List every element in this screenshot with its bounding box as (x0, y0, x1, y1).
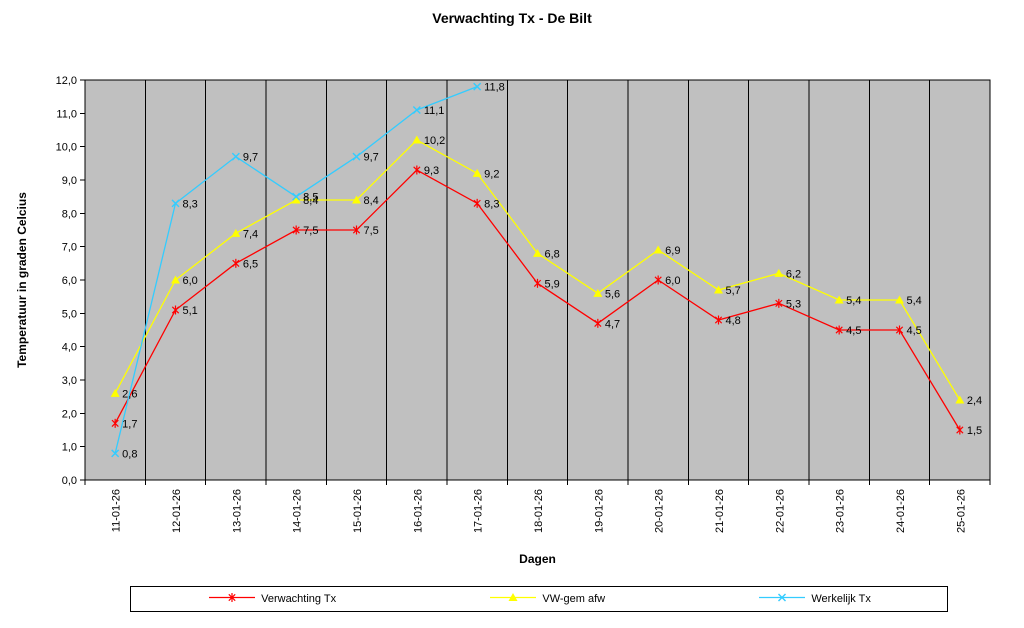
svg-text:4,0: 4,0 (62, 342, 77, 354)
svg-text:6,9: 6,9 (665, 245, 680, 257)
svg-text:6,0: 6,0 (665, 275, 680, 287)
svg-text:8,0: 8,0 (62, 208, 77, 220)
svg-text:2,0: 2,0 (62, 408, 77, 420)
svg-text:0,0: 0,0 (62, 475, 77, 487)
svg-text:9,2: 9,2 (484, 168, 499, 180)
line-triangle-marker-icon (488, 591, 538, 607)
svg-text:14-01-26: 14-01-26 (292, 489, 304, 533)
svg-text:5,4: 5,4 (846, 295, 861, 307)
svg-text:8,4: 8,4 (364, 195, 379, 207)
svg-text:25-01-26: 25-01-26 (955, 489, 967, 533)
svg-text:10,0: 10,0 (56, 142, 77, 154)
svg-text:24-01-26: 24-01-26 (895, 489, 907, 533)
legend-label: VW-gem afw (542, 593, 606, 605)
svg-text:7,0: 7,0 (62, 242, 77, 254)
svg-text:11-01-26: 11-01-26 (111, 489, 123, 532)
svg-text:5,9: 5,9 (545, 278, 560, 290)
legend-item-verwachting-tx: Verwachting Tx (207, 591, 336, 607)
svg-text:17-01-26: 17-01-26 (473, 489, 485, 533)
svg-text:6,2: 6,2 (786, 268, 801, 280)
svg-text:19-01-26: 19-01-26 (593, 489, 605, 533)
svg-text:18-01-26: 18-01-26 (533, 489, 545, 533)
svg-text:4,7: 4,7 (605, 318, 620, 330)
svg-text:6,5: 6,5 (243, 258, 258, 270)
svg-text:8,3: 8,3 (183, 198, 198, 210)
legend-label: Verwachting Tx (261, 593, 337, 605)
svg-text:5,0: 5,0 (62, 308, 77, 320)
svg-text:11,8: 11,8 (484, 82, 505, 94)
svg-text:0,8: 0,8 (122, 448, 137, 460)
svg-text:21-01-26: 21-01-26 (714, 489, 726, 533)
svg-text:5,7: 5,7 (726, 285, 741, 297)
svg-text:2,6: 2,6 (122, 388, 137, 400)
svg-text:5,4: 5,4 (907, 295, 922, 307)
svg-text:23-01-26: 23-01-26 (835, 489, 847, 533)
svg-text:15-01-26: 15-01-26 (352, 489, 364, 533)
svg-text:9,7: 9,7 (243, 152, 258, 164)
svg-text:2,4: 2,4 (967, 395, 982, 407)
legend-item-werkelijk-tx: Werkelijk Tx (757, 591, 871, 607)
svg-text:16-01-26: 16-01-26 (412, 489, 424, 533)
legend: Verwachting Tx VW-gem afw Werkelijk Tx (130, 586, 948, 612)
svg-text:1,5: 1,5 (967, 425, 982, 437)
svg-text:8,3: 8,3 (484, 198, 499, 210)
svg-text:5,3: 5,3 (786, 298, 801, 310)
svg-text:8,5: 8,5 (303, 192, 318, 204)
svg-text:11,1: 11,1 (424, 105, 445, 117)
svg-text:5,1: 5,1 (183, 305, 198, 317)
svg-text:11,0: 11,0 (56, 108, 77, 120)
svg-text:4,8: 4,8 (726, 315, 741, 327)
line-x-marker-icon (757, 591, 807, 607)
chart-title: Verwachting Tx - De Bilt (432, 10, 592, 26)
x-axis-title: Dagen (519, 552, 556, 566)
svg-text:1,0: 1,0 (62, 442, 77, 454)
svg-text:8,4: 8,4 (303, 195, 318, 207)
svg-text:20-01-26: 20-01-26 (654, 489, 666, 533)
svg-text:10,2: 10,2 (424, 135, 445, 147)
legend-item-vw-gem-afw: VW-gem afw (488, 591, 605, 607)
svg-text:7,5: 7,5 (303, 225, 318, 237)
svg-text:5,6: 5,6 (605, 288, 620, 300)
svg-text:13-01-26: 13-01-26 (231, 489, 243, 533)
svg-text:9,0: 9,0 (62, 175, 77, 187)
svg-text:9,3: 9,3 (424, 165, 439, 177)
svg-text:3,0: 3,0 (62, 375, 77, 387)
svg-text:4,5: 4,5 (907, 325, 922, 337)
svg-text:12-01-26: 12-01-26 (171, 489, 183, 533)
svg-text:6,0: 6,0 (62, 275, 77, 287)
svg-text:6,0: 6,0 (183, 275, 198, 287)
line-star-marker-icon (207, 591, 257, 607)
svg-text:12,0: 12,0 (56, 75, 77, 87)
svg-text:6,8: 6,8 (545, 248, 560, 260)
svg-text:4,5: 4,5 (846, 325, 861, 337)
svg-text:22-01-26: 22-01-26 (774, 489, 786, 533)
svg-text:7,5: 7,5 (364, 225, 379, 237)
legend-label: Werkelijk Tx (811, 593, 871, 605)
svg-text:7,4: 7,4 (243, 228, 258, 240)
svg-text:9,7: 9,7 (364, 152, 379, 164)
svg-text:1,7: 1,7 (122, 418, 137, 430)
